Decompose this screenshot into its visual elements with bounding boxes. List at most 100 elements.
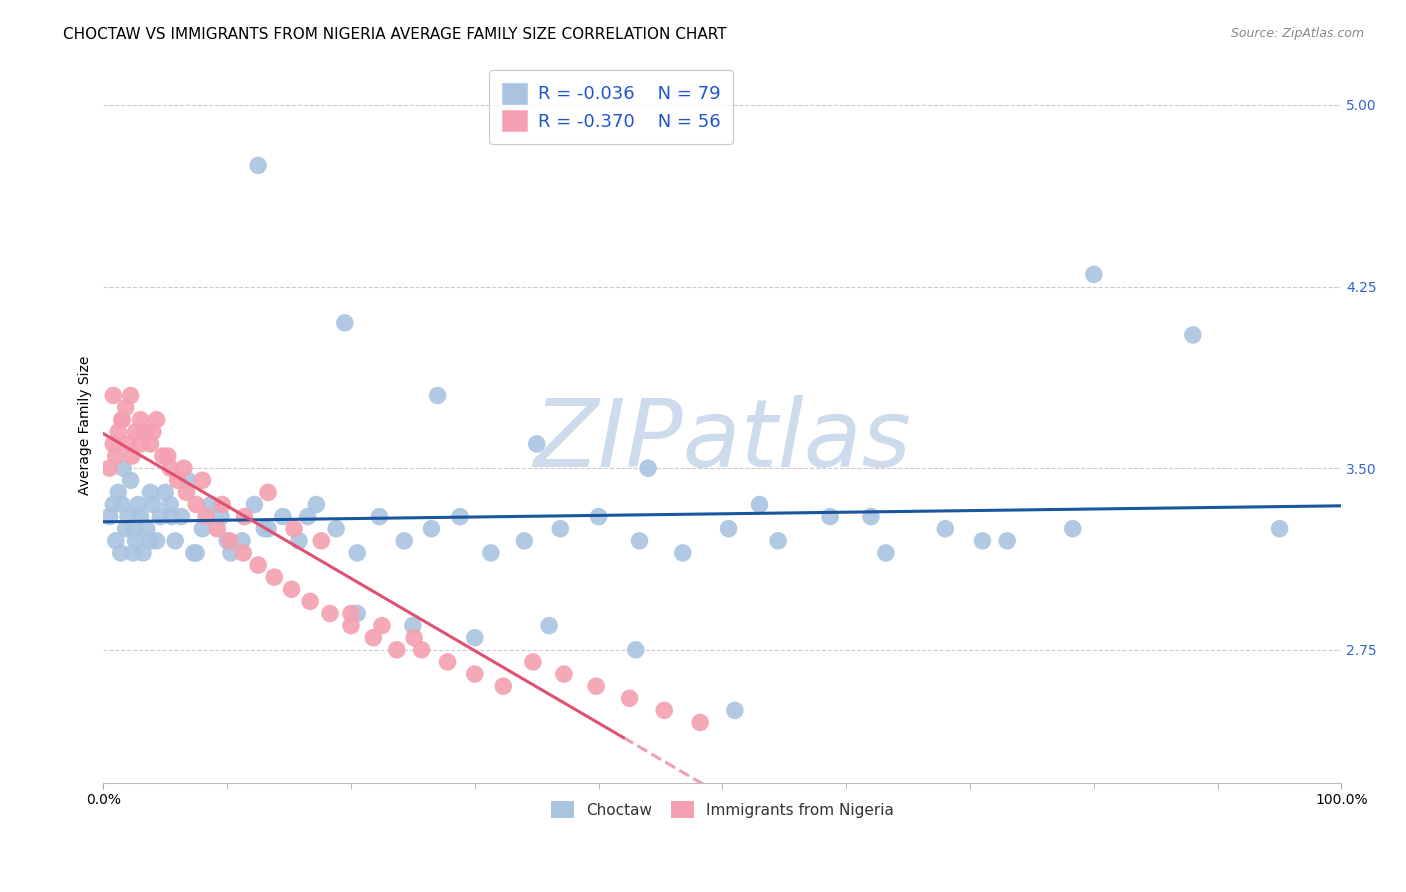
Point [995,533,1018,548]
Point [311,533,333,548]
Point [98,509,121,524]
Point [585,679,607,693]
Point [492,679,515,693]
Text: CHOCTAW VS IMMIGRANTS FROM NIGERIA AVERAGE FAMILY SIZE CORRELATION CHART: CHOCTAW VS IMMIGRANTS FROM NIGERIA AVERA… [63,27,727,42]
Point [257,485,280,500]
Point [247,558,270,572]
Point [107,425,129,439]
Point [385,643,408,657]
Point [464,667,486,681]
Point [522,655,544,669]
Point [209,509,232,524]
Point [149,509,172,524]
Point [139,533,162,548]
Point [191,522,214,536]
Point [186,546,208,560]
Point [588,509,610,524]
Point [112,461,135,475]
Point [1268,522,1291,536]
Point [368,509,391,524]
Point [526,437,548,451]
Point [160,509,183,524]
Point [155,485,177,500]
Point [404,631,426,645]
Point [135,522,157,536]
Point [98,461,121,475]
Point [243,498,266,512]
Point [513,533,536,548]
Y-axis label: Average Family Size: Average Family Size [79,356,93,495]
Point [717,522,740,536]
Point [689,715,711,730]
Point [111,498,134,512]
Point [145,413,167,427]
Point [103,437,125,451]
Point [211,498,233,512]
Point [191,473,214,487]
Point [247,158,270,172]
Point [170,509,193,524]
Point [449,509,471,524]
Point [402,618,425,632]
Point [672,546,695,560]
Point [340,618,363,632]
Point [319,607,342,621]
Text: Source: ZipAtlas.com: Source: ZipAtlas.com [1230,27,1364,40]
Point [200,498,222,512]
Point [934,522,956,536]
Point [165,533,187,548]
Point [117,509,139,524]
Point [297,509,319,524]
Point [104,449,127,463]
Point [122,546,145,560]
Point [288,533,311,548]
Point [232,546,254,560]
Point [628,533,651,548]
Point [346,607,368,621]
Point [340,607,363,621]
Point [624,643,647,657]
Point [139,437,162,451]
Point [972,533,994,548]
Point [420,522,443,536]
Point [271,509,294,524]
Point [173,461,195,475]
Point [195,509,218,524]
Point [134,425,156,439]
Point [325,522,347,536]
Point [107,485,129,500]
Point [129,437,152,451]
Point [124,522,146,536]
Point [142,498,165,512]
Point [120,473,142,487]
Point [124,533,146,548]
Point [114,401,136,415]
Point [1062,522,1084,536]
Point [371,618,394,632]
Point [186,498,208,512]
Point [1181,328,1204,343]
Point [253,522,276,536]
Point [218,533,240,548]
Point [114,522,136,536]
Point [166,473,188,487]
Point [207,522,229,536]
Point [129,509,152,524]
Point [875,546,897,560]
Point [132,546,155,560]
Point [333,316,356,330]
Point [637,461,659,475]
Point [124,425,146,439]
Text: ZIPatlas: ZIPatlas [533,394,911,485]
Point [346,546,368,560]
Point [111,413,134,427]
Point [280,582,302,597]
Point [176,473,198,487]
Point [464,631,486,645]
Point [411,643,433,657]
Point [176,485,198,500]
Point [103,388,125,402]
Point [652,703,675,717]
Point [818,509,841,524]
Legend: Choctaw, Immigrants from Nigeria: Choctaw, Immigrants from Nigeria [544,794,901,825]
